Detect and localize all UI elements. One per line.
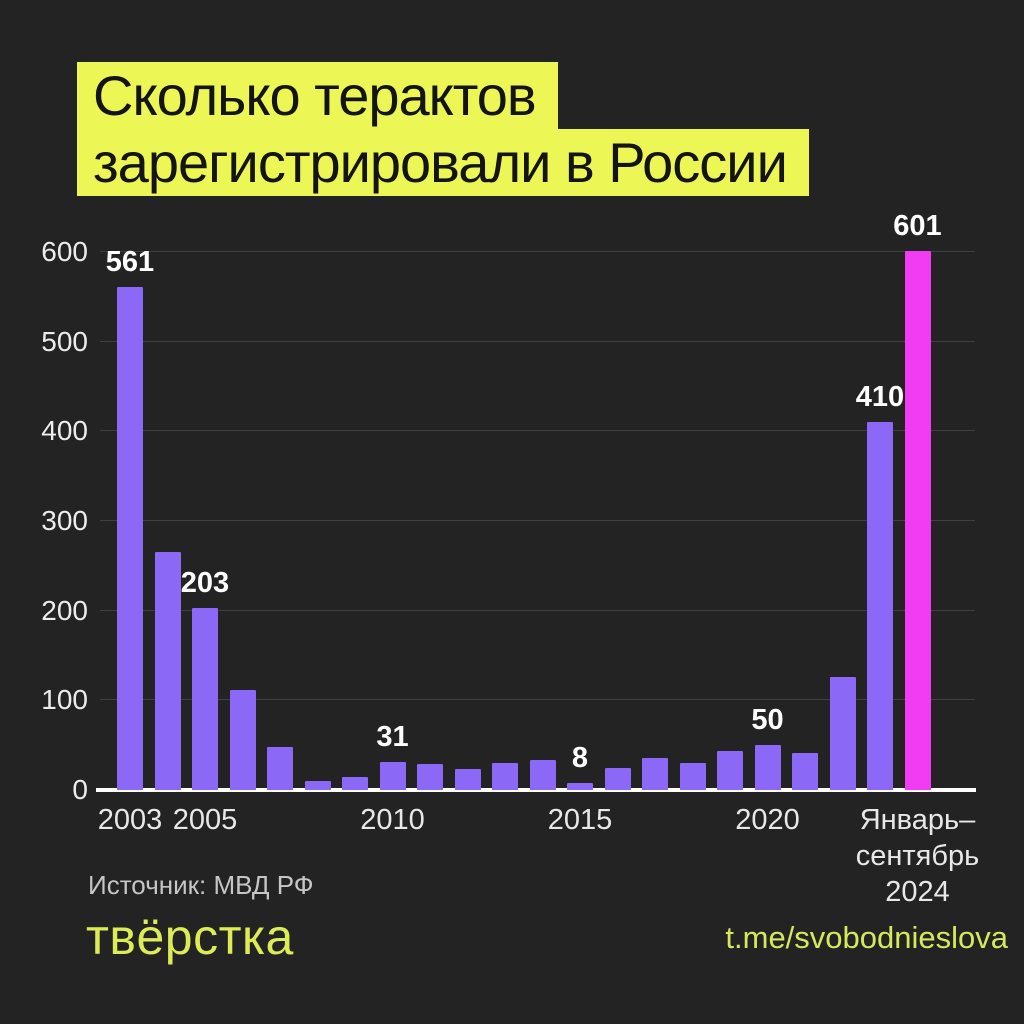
y-axis-tick: 200	[41, 594, 88, 626]
y-axis-tick: 100	[41, 684, 88, 716]
bar-2016	[604, 767, 631, 790]
bar-2003: 561	[106, 246, 154, 790]
gridline	[100, 520, 975, 521]
bar-2019	[717, 750, 743, 790]
bar-2014	[529, 759, 556, 790]
x-axis-tick: 2015	[547, 804, 613, 836]
bar-fill	[792, 753, 818, 790]
bar-fill	[117, 286, 143, 790]
bar-2011	[417, 764, 443, 790]
bar-value-label: 8	[571, 741, 589, 774]
bar-fill	[679, 763, 706, 790]
page-title: Сколько терактов зарегистрировали в Росс…	[77, 62, 809, 196]
x-axis-tick: 2020	[735, 804, 800, 836]
bar-fill	[379, 762, 406, 790]
y-axis-tick: 300	[41, 505, 88, 536]
x-axis-tick: 2010	[360, 804, 425, 836]
bar-fill	[717, 750, 743, 790]
bar-fill	[304, 781, 331, 790]
bar-fill	[492, 763, 518, 790]
bar-fill	[267, 746, 293, 790]
bar-2009	[342, 776, 368, 790]
bar-fill	[342, 776, 368, 790]
bar-fill	[229, 689, 256, 790]
y-axis-tick: 500	[41, 325, 88, 357]
gridline	[100, 430, 975, 432]
bar-2008	[304, 781, 331, 790]
bar-fill	[154, 552, 181, 790]
gridline	[100, 251, 975, 252]
bar-2010: 31	[376, 721, 409, 790]
bar-fill	[604, 767, 631, 790]
bar-value-label: 410	[855, 381, 905, 414]
bar-2023: 410	[856, 381, 904, 790]
bar-2013	[492, 763, 518, 790]
source-note: Источник: МВД РФ	[88, 870, 314, 900]
bar-2015: 8	[567, 742, 593, 790]
bar-fill	[904, 251, 931, 790]
bar-fill	[454, 769, 481, 790]
bar-chart: 0 100 200 300 400 500 600 561 2003 203 2005 31 2010 8…	[0, 210, 1024, 908]
bar-2022	[829, 677, 856, 790]
bar-value-label: 50	[751, 704, 784, 737]
bar-value-label: 31	[376, 721, 409, 754]
x-axis-tick: Январь– сентябрь 2024	[855, 804, 980, 908]
gridline	[100, 340, 975, 342]
bar--2024: 601	[893, 210, 942, 790]
bar-2004	[154, 552, 181, 790]
bar-fill	[567, 782, 593, 790]
bar-fill	[642, 757, 668, 790]
bar-value-label: 203	[180, 566, 230, 599]
bar-value-label: 561	[105, 245, 155, 278]
bar-2017	[642, 757, 668, 790]
telegram-link[interactable]: t.me/svobodnieslova	[725, 920, 1008, 955]
bar-2018	[679, 763, 706, 790]
page-title-line2: зарегистрировали в России	[77, 129, 809, 196]
gridline	[100, 609, 975, 611]
bar-fill	[867, 422, 893, 790]
bar-2007	[267, 746, 293, 790]
bar-fill	[829, 677, 856, 790]
bar-2006	[229, 689, 256, 790]
bar-2020: 50	[751, 704, 784, 790]
bar-fill	[529, 759, 556, 790]
bar-fill	[754, 745, 781, 790]
bar-value-label: 601	[893, 210, 942, 243]
x-axis-line	[96, 788, 976, 792]
page-title-line1: Сколько терактов	[77, 62, 558, 129]
x-axis-tick: 2005	[172, 804, 238, 836]
bar-fill	[417, 764, 443, 790]
y-axis-tick: 600	[41, 236, 88, 267]
y-axis-tick: 0	[72, 774, 88, 805]
bar-fill	[192, 607, 218, 790]
bar-2012	[454, 769, 481, 790]
verstka-logo: твёрстка	[86, 909, 294, 965]
bar-2021	[792, 753, 818, 790]
y-axis-tick: 400	[41, 415, 88, 447]
gridline	[100, 699, 975, 701]
bar-2005: 203	[181, 567, 229, 790]
x-axis-tick: 2003	[97, 804, 163, 836]
